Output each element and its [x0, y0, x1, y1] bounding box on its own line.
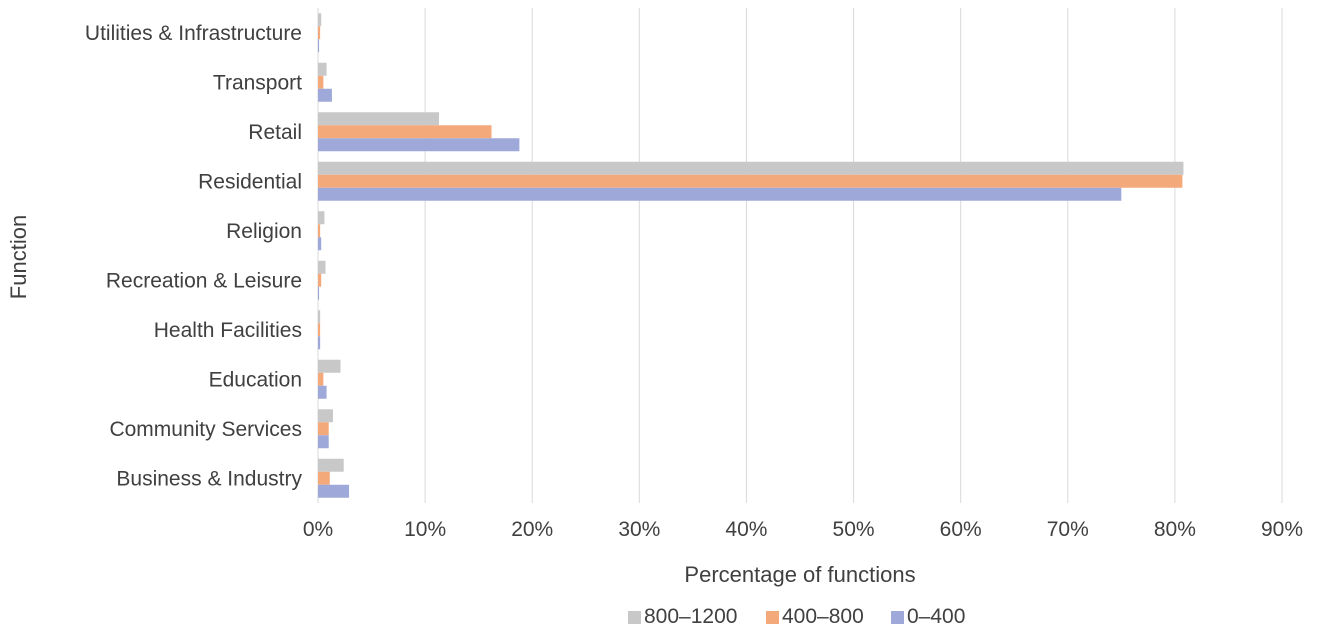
bar [318, 125, 492, 139]
bar [318, 174, 1183, 188]
legend-swatch [891, 611, 904, 624]
bar [318, 26, 321, 40]
bar [318, 435, 329, 449]
bar [318, 39, 320, 53]
category-label: Transport [213, 71, 302, 94]
bar [318, 211, 325, 225]
legend-swatch [628, 611, 641, 624]
category-label: Education [209, 368, 302, 391]
bar [318, 310, 321, 324]
bar [318, 75, 324, 89]
x-tick-label: 40% [725, 518, 767, 541]
x-tick-label: 10% [404, 518, 446, 541]
bar [318, 224, 321, 238]
bar [318, 112, 440, 126]
bar [318, 187, 1122, 201]
legend-label: 0–400 [907, 605, 965, 628]
bar [318, 372, 324, 386]
bar [318, 260, 326, 274]
bar [318, 359, 341, 373]
legend-label: 400–800 [782, 605, 864, 628]
x-tick-label: 50% [833, 518, 875, 541]
y-axis-label: Function [6, 215, 31, 299]
category-label: Utilities & Infrastructure [85, 22, 302, 45]
bar [318, 422, 329, 436]
category-label: Religion [226, 220, 302, 243]
bar [318, 62, 327, 76]
category-label: Community Services [109, 418, 302, 441]
category-label: Retail [248, 121, 302, 144]
x-tick-label: 90% [1261, 518, 1303, 541]
bar [318, 323, 321, 337]
legend: 800–1200 400–800 0–400 [628, 605, 965, 628]
bar [318, 161, 1184, 175]
bar [318, 484, 350, 498]
x-tick-label: 20% [511, 518, 553, 541]
x-axis-label: Percentage of functions [684, 562, 915, 587]
bar [318, 458, 344, 472]
bar [318, 13, 322, 27]
bar [318, 385, 327, 399]
bar [318, 138, 520, 152]
x-tick-labels: 0% 10% 20% 30% 40% 50% 60% 70% 80% 90% [303, 518, 1303, 541]
x-tick-label: 80% [1154, 518, 1196, 541]
legend-label: 800–1200 [644, 605, 737, 628]
bars [318, 13, 1184, 498]
x-tick-label: 0% [303, 518, 333, 541]
category-labels: Business & Industry Community Services Edu… [85, 22, 303, 491]
bar [318, 409, 333, 423]
category-label: Residential [198, 170, 302, 193]
category-label: Business & Industry [116, 467, 302, 490]
x-tick-label: 60% [940, 518, 982, 541]
x-tick-label: 30% [618, 518, 660, 541]
x-tick-label: 70% [1047, 518, 1089, 541]
category-label: Recreation & Leisure [106, 269, 302, 292]
category-label: Health Facilities [154, 319, 302, 342]
legend-swatch [766, 611, 779, 624]
bar [318, 471, 330, 485]
gridlines [317, 8, 1283, 503]
bar [318, 237, 322, 251]
bar [318, 88, 332, 102]
bar [318, 273, 322, 287]
bar [318, 286, 320, 300]
bar [318, 336, 321, 350]
